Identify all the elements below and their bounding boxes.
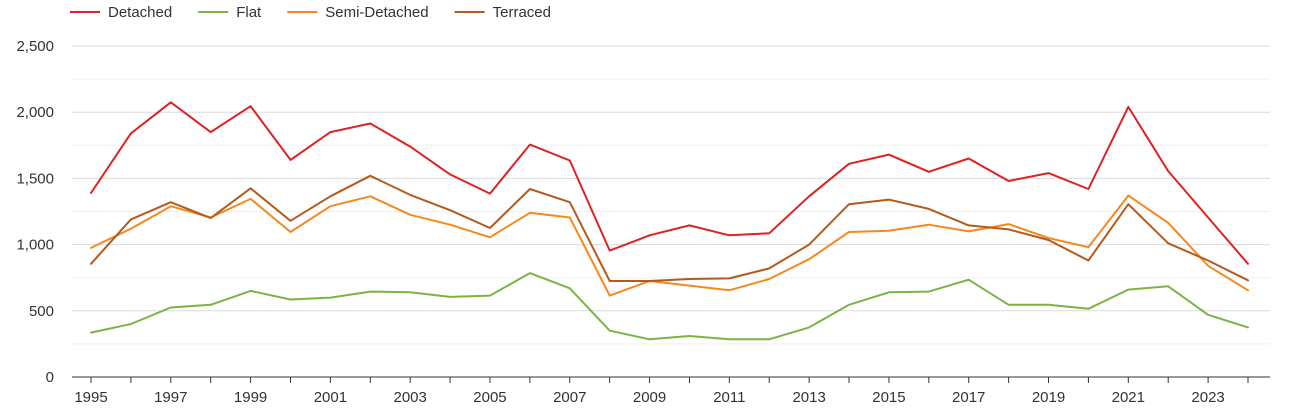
y-tick-label: 2,500 [16,38,54,55]
x-tick-label: 2021 [1112,389,1145,406]
x-tick-label: 1999 [234,389,267,406]
gridlines [72,45,1270,345]
series-line-flat [90,272,1249,341]
x-tick-label: 2005 [473,389,506,406]
x-tick-label: 2009 [633,389,666,406]
y-tick-label: 1,500 [16,170,54,187]
series-line-terraced [90,174,1249,282]
x-tick-label: 2007 [553,389,586,406]
legend-label-terraced: Terraced [493,4,551,21]
x-tick-label: 2015 [872,389,905,406]
series-line-detached [90,101,1249,265]
x-tick-label: 2003 [393,389,426,406]
x-axis: 1995 1997 1999 2001 2003 2005 2007 2009 2011 2013… [72,376,1270,406]
legend-label-semi-detached: Semi-Detached [325,4,428,21]
y-axis: 0 500 1,000 1,500 2,000 2,500 [16,38,54,386]
y-tick-label: 0 [46,369,54,386]
x-tick-label: 2019 [1032,389,1065,406]
x-tick-label: 1997 [154,389,187,406]
x-tick-label: 2001 [314,389,347,406]
x-tick-label: 1995 [74,389,107,406]
legend-label-detached: Detached [108,4,172,21]
x-tick-label: 2017 [952,389,985,406]
legend-label-flat: Flat [236,4,262,21]
y-tick-label: 500 [29,303,54,320]
x-tick-label: 2023 [1191,389,1224,406]
series-group [90,101,1249,341]
legend: Detached Flat Semi-Detached Terraced [70,4,551,21]
y-tick-label: 2,000 [16,104,54,121]
series-line-semi-detached [90,194,1249,297]
x-tick-label: 2011 [713,389,745,406]
x-tick-label: 2013 [792,389,825,406]
y-tick-label: 1,000 [16,237,54,254]
